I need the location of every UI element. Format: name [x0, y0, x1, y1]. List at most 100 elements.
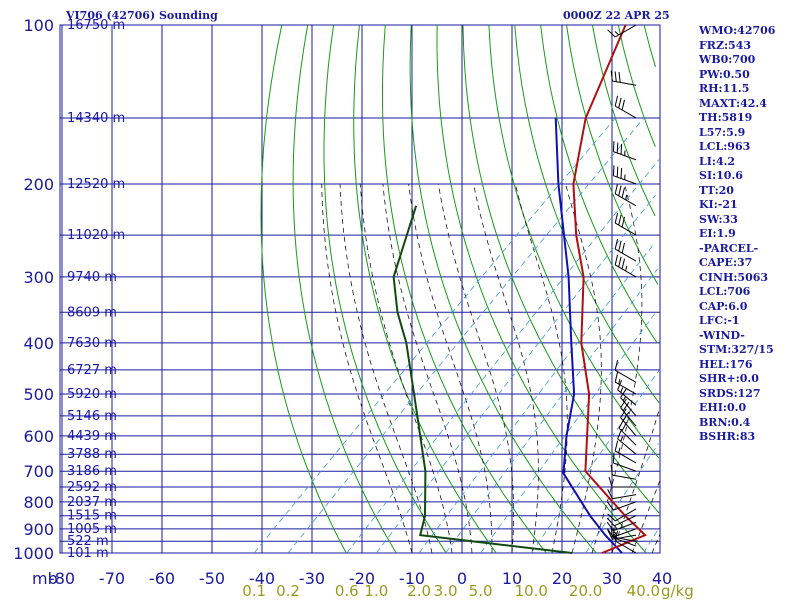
dry-adiabat — [488, 24, 659, 459]
mixing-ratio-label: 2.0 — [407, 582, 431, 600]
pressure-axis: 100 200 300 400 500 600 700 800 900 1000 mb — [13, 16, 57, 588]
height-label: 101 m — [67, 546, 109, 561]
mixing-ratio-line — [253, 117, 616, 554]
pressure-label: 900 — [23, 520, 54, 539]
index-value: BRN:0.4 — [699, 415, 751, 429]
wind-barb — [614, 95, 637, 119]
dry-adiabat — [514, 24, 660, 404]
pressure-label: 200 — [23, 175, 54, 194]
index-value: L57:5.9 — [699, 125, 746, 139]
parcel-path-line — [554, 117, 623, 554]
wind-barb — [614, 238, 637, 262]
moist-adiabat — [438, 183, 514, 554]
dry-adiabat — [260, 24, 347, 554]
temperature-tick-label: 0 — [457, 569, 467, 588]
wind-barb — [612, 527, 637, 547]
index-value: RH:11.5 — [699, 82, 750, 95]
temperature-tick-label: -60 — [149, 569, 175, 588]
index-value: LI:4.2 — [699, 154, 736, 168]
moist-adiabat — [382, 183, 473, 554]
mixing-ratio-line — [480, 312, 657, 554]
height-label: 2037 m — [67, 495, 117, 510]
dry-adiabat — [462, 24, 660, 514]
wind-barb — [610, 464, 637, 480]
height-label: 1515 m — [67, 509, 117, 524]
temperature-tick-label: 40 — [652, 569, 672, 588]
index-value: PW:0.50 — [699, 67, 750, 81]
temperature-tick-label: 30 — [602, 569, 622, 588]
isobar-grid — [59, 24, 661, 554]
pressure-label: 300 — [23, 268, 54, 287]
moist-adiabat — [631, 480, 661, 554]
index-value: SRDS:127 — [699, 386, 761, 400]
wind-barb — [614, 359, 637, 383]
wind-barb — [614, 440, 637, 464]
height-label: 522 m — [67, 534, 109, 549]
temperature-tick-label: -30 — [299, 569, 325, 588]
mixing-ratio-label: 0.6 — [335, 582, 359, 600]
index-value: TT:20 — [699, 183, 734, 197]
mixing-ratio-line — [530, 369, 660, 554]
wind-barb — [607, 489, 637, 500]
wind-barb-column — [606, 24, 637, 554]
index-value: CAPE:37 — [699, 256, 753, 269]
dry-adiabat — [409, 24, 597, 554]
mixing-ratio-label: 20.0 — [569, 582, 602, 600]
wind-barb — [612, 452, 637, 472]
moist-adiabat — [611, 407, 661, 554]
dry-adiabat — [643, 24, 656, 67]
wind-barb — [620, 398, 637, 427]
dry-adiabat-grid — [260, 24, 660, 554]
pressure-label: 800 — [23, 493, 54, 512]
height-label: 16750 m — [67, 18, 125, 33]
temperature-tick-label: -80 — [49, 569, 75, 588]
dry-adiabat — [566, 24, 659, 285]
height-label: 3788 m — [67, 447, 117, 462]
mixing-ratio-line — [418, 243, 655, 554]
index-value: TH:5819 — [699, 111, 753, 124]
moist-adiabat — [339, 183, 433, 554]
pressure-label: 500 — [23, 385, 54, 404]
temperature-tick-label: 10 — [502, 569, 522, 588]
moist-adiabat — [651, 533, 661, 554]
index-value: -WIND- — [699, 328, 745, 342]
temperature-tick-label: -50 — [199, 569, 225, 588]
dry-adiabat — [353, 24, 497, 554]
mixing-ratio-line — [445, 268, 658, 554]
index-value: SW:33 — [699, 212, 738, 226]
dry-adiabat — [436, 24, 647, 554]
temperature-tick-label: -70 — [99, 569, 125, 588]
pressure-label: 700 — [23, 462, 54, 481]
index-value: WMO:42706 — [699, 24, 776, 37]
index-value: EHI:0.0 — [699, 401, 747, 414]
wind-barb — [610, 70, 637, 86]
index-panel: WMO:42706 FRZ:543 WB0:700 PW:0.50 RH:11.5 MAX… — [699, 24, 799, 445]
index-value: -PARCEL- — [699, 241, 759, 255]
height-label: 5920 m — [67, 387, 117, 402]
temperature-profile-line — [572, 24, 647, 554]
mixing-ratio-label: 5.0 — [469, 582, 493, 600]
index-value: KI:-21 — [699, 198, 738, 211]
height-label: 5146 m — [67, 409, 117, 424]
temperature-tick-label: 20 — [552, 569, 572, 588]
height-label: 3186 m — [67, 464, 117, 479]
temperature-tick-label: -40 — [249, 569, 275, 588]
dewpoint-profile-line — [392, 205, 573, 554]
height-label: 2592 m — [67, 480, 117, 495]
mixing-ratio-line — [376, 194, 656, 554]
index-value: MAXT:42.4 — [699, 96, 767, 110]
height-label: 11020 m — [67, 228, 125, 243]
pressure-label: 400 — [23, 334, 54, 353]
index-value: BSHR:83 — [699, 430, 756, 443]
wind-barb — [608, 476, 636, 488]
index-value: LCL:963 — [699, 140, 751, 153]
dry-adiabat — [591, 24, 656, 217]
dry-adiabat — [323, 24, 447, 554]
height-label: 6727 m — [67, 363, 117, 378]
moist-adiabat — [408, 183, 493, 553]
dry-adiabat — [617, 24, 656, 147]
mixing-ratio-label: 40.0 — [627, 582, 660, 600]
pressure-label: 600 — [23, 427, 54, 446]
index-value: FRZ:543 — [699, 38, 752, 52]
